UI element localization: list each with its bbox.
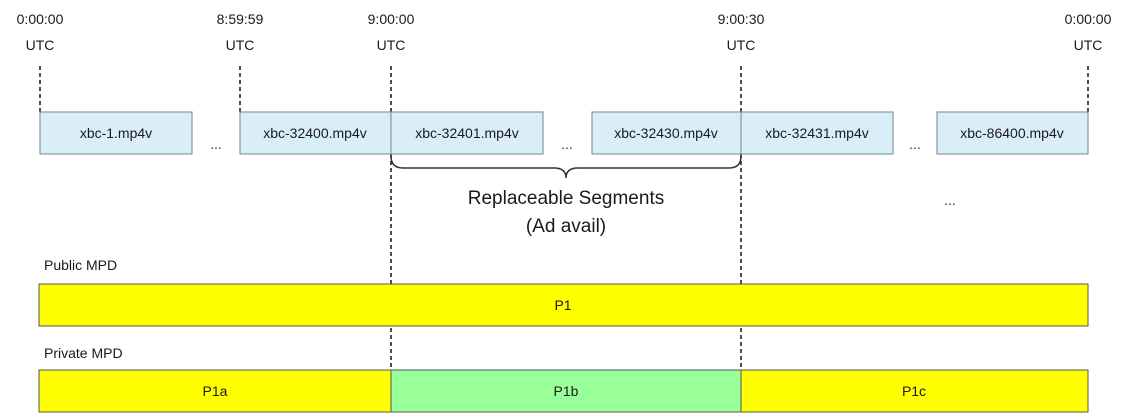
ellipsis-text: ...: [909, 136, 921, 152]
time-marker-start-time: 0:00:00: [17, 11, 64, 27]
period-bar-p1b: P1b: [390, 369, 742, 413]
segment-box-rect: [239, 111, 392, 155]
segment-label: xbc-1.mp4v: [80, 125, 152, 141]
time-marker-end: 0:00:00 UTC: [1065, 11, 1112, 53]
segment-box-rect: [390, 111, 544, 155]
ellipsis-text: ...: [944, 192, 956, 208]
segment-box-rect: [936, 111, 1089, 155]
segment-box: xbc-86400.mp4v: [936, 111, 1089, 155]
public-mpd: Public MPD P1: [38, 257, 1089, 327]
period-label: P1b: [554, 383, 579, 399]
time-marker-8-59-59-time: 8:59:59: [217, 11, 264, 27]
ellipsis-text: ...: [210, 136, 222, 152]
segment-label: xbc-32400.mp4v: [263, 125, 367, 141]
time-markers: 0:00:00 UTC 8:59:59 UTC 9:00:00 UTC 9:00…: [17, 11, 1112, 53]
time-marker-9-00-30-zone: UTC: [727, 37, 756, 53]
replaceable-caption-line2: (Ad avail): [526, 216, 606, 237]
period-bar-rect: [38, 369, 392, 413]
replaceable-caption-line1: Replaceable Segments: [468, 188, 664, 209]
time-marker-end-time: 0:00:00: [1065, 11, 1112, 27]
segment-label: xbc-32431.mp4v: [765, 125, 869, 141]
segment-label: xbc-32401.mp4v: [415, 125, 519, 141]
ellipsis-text: ...: [561, 136, 573, 152]
segment-label: xbc-32430.mp4v: [614, 125, 718, 141]
time-marker-start: 0:00:00 UTC: [17, 11, 64, 53]
period-bar-p1: P1: [38, 283, 1089, 327]
time-marker-9-00-00-time: 9:00:00: [368, 11, 415, 27]
time-marker-9-00-00: 9:00:00 UTC: [368, 11, 415, 53]
period-label: P1: [554, 297, 571, 313]
segment-box-rect: [39, 111, 193, 155]
segment-box: xbc-32430.mp4v: [591, 111, 742, 155]
segment-ellipses: ... ... ... ...: [210, 136, 956, 208]
period-bar-p1c: P1c: [740, 369, 1089, 413]
time-marker-end-zone: UTC: [1074, 37, 1103, 53]
replaceable-caption: Replaceable Segments (Ad avail): [468, 188, 664, 237]
period-bar-rect: [390, 369, 742, 413]
time-marker-start-zone: UTC: [26, 37, 55, 53]
segment-row: xbc-1.mp4v xbc-32400.mp4v xbc-32401.mp4v…: [39, 111, 1089, 155]
segment-box: xbc-32400.mp4v: [239, 111, 392, 155]
period-bar-p1a: P1a: [38, 369, 392, 413]
period-bar-rect: [38, 283, 1089, 327]
public-mpd-label: Public MPD: [44, 257, 117, 273]
segment-box: xbc-32401.mp4v: [390, 111, 544, 155]
segment-label: xbc-86400.mp4v: [960, 125, 1064, 141]
private-mpd: Private MPD P1a P1b P1c: [38, 345, 1089, 413]
time-marker-9-00-00-zone: UTC: [377, 37, 406, 53]
period-label: P1c: [902, 383, 926, 399]
time-marker-8-59-59-zone: UTC: [226, 37, 255, 53]
segment-box: xbc-1.mp4v: [39, 111, 193, 155]
time-marker-9-00-30-time: 9:00:30: [718, 11, 765, 27]
segment-box: xbc-32431.mp4v: [740, 111, 894, 155]
period-label: P1a: [203, 383, 228, 399]
marker-lines: [39, 66, 1089, 370]
time-marker-9-00-30: 9:00:30 UTC: [718, 11, 765, 53]
segment-box-rect: [740, 111, 894, 155]
period-bar-rect: [740, 369, 1089, 413]
private-mpd-label: Private MPD: [44, 345, 123, 361]
time-marker-8-59-59: 8:59:59 UTC: [217, 11, 264, 53]
replaceable-brace: [390, 155, 742, 179]
